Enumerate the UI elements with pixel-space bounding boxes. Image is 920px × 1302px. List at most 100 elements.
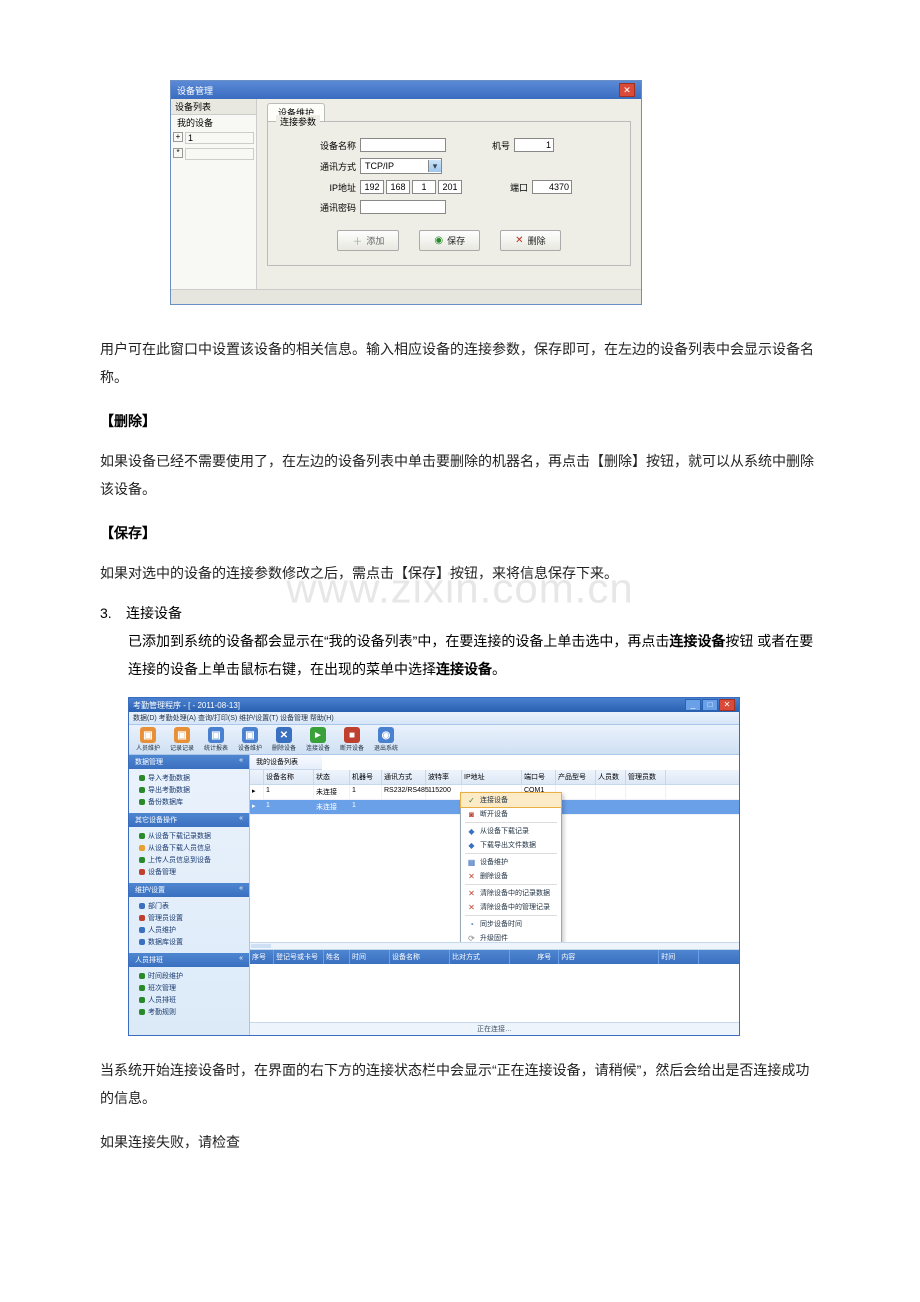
column-header[interactable]: 时间 <box>659 950 699 964</box>
menu-connect-device[interactable]: ✓连接设备 <box>460 792 562 808</box>
sidebar-item-icon <box>139 775 145 781</box>
ip-seg-3[interactable]: 1 <box>412 180 436 194</box>
sidebar-item[interactable]: 人员排班 <box>139 994 243 1006</box>
menu-delete-device[interactable]: ✕删除设备 <box>461 869 561 883</box>
menu-sync-time[interactable]: ◔同步设备时间 <box>461 917 561 931</box>
sidebar-item-label: 考勤规则 <box>148 1007 176 1017</box>
sidebar-item[interactable]: 时间段维护 <box>139 970 243 982</box>
column-header[interactable]: 时间 <box>350 950 390 964</box>
chevron-down-icon: ▾ <box>428 160 441 172</box>
sidebar-header[interactable]: 数据管理« <box>129 755 249 769</box>
menu-upgrade[interactable]: ⟳升级固件 <box>461 931 561 942</box>
sidebar-item[interactable]: 从设备下载人员信息 <box>139 842 243 854</box>
column-header[interactable]: 端口号 <box>522 770 556 784</box>
delete-button[interactable]: ✕ 删除 <box>500 230 560 251</box>
tab-my-devices[interactable]: 我的设备列表 <box>250 755 322 770</box>
list-body: 已添加到系统的设备都会显示在“我的设备列表”中，在要连接的设备上单击选中，再点击… <box>128 627 820 683</box>
sidebar-header[interactable]: 维护/设置« <box>129 883 249 897</box>
menu-clear-records[interactable]: ✕清除设备中的记录数据 <box>461 886 561 900</box>
column-header[interactable]: 机器号 <box>350 770 382 784</box>
menu-device-maintain[interactable]: ▦设备维护 <box>461 855 561 869</box>
download-icon: ◆ <box>467 827 476 836</box>
menu-label: 同步设备时间 <box>480 919 522 929</box>
toolbar-item[interactable]: ✕删除设备 <box>269 727 299 752</box>
add-button[interactable]: ＋ 添加 <box>337 230 399 251</box>
toolbar-item[interactable]: ►连接设备 <box>303 727 333 752</box>
sidebar-header[interactable]: 其它设备操作« <box>129 813 249 827</box>
sidebar-item[interactable]: 备份数据库 <box>139 796 243 808</box>
sidebar-item[interactable]: 班次管理 <box>139 982 243 994</box>
ip-seg-2[interactable]: 168 <box>386 180 410 194</box>
machine-no-label: 机号 <box>486 139 514 152</box>
column-header[interactable]: 比对方式 <box>450 950 510 964</box>
device-name-input[interactable] <box>360 138 446 152</box>
toolbar-label: 人员维护 <box>136 743 160 752</box>
sidebar-item[interactable]: 管理员设置 <box>139 912 243 924</box>
ip-seg-4[interactable]: 201 <box>438 180 462 194</box>
toolbar-item[interactable]: ▣人员维护 <box>133 727 163 752</box>
sidebar-item[interactable]: 导出考勤数据 <box>139 784 243 796</box>
menu-clear-mgr[interactable]: ✕清除设备中的管理记录 <box>461 900 561 914</box>
maximize-icon[interactable]: □ <box>702 699 718 711</box>
menu-disconnect-device[interactable]: ◙断开设备 <box>461 807 561 821</box>
tree-expand-icon[interactable]: + <box>173 132 183 142</box>
column-header[interactable]: 波特率 <box>426 770 462 784</box>
sidebar-item-label: 从设备下载人员信息 <box>148 843 211 853</box>
save-button[interactable]: ◉ 保存 <box>419 230 480 251</box>
column-header[interactable]: 管理员数 <box>626 770 666 784</box>
column-header[interactable]: 设备名称 <box>390 950 450 964</box>
minimize-icon[interactable]: _ <box>685 699 701 711</box>
tree-row[interactable]: 1 <box>185 132 254 144</box>
comm-mode-value: TCP/IP <box>361 161 398 171</box>
menu-download-records[interactable]: ◆从设备下载记录 <box>461 824 561 838</box>
sidebar-item[interactable]: 上传人员信息到设备 <box>139 854 243 866</box>
device-tree-root[interactable]: 我的设备 <box>171 115 256 130</box>
column-header[interactable]: 内容 <box>559 950 659 964</box>
sidebar-item[interactable]: 导入考勤数据 <box>139 772 243 784</box>
column-header[interactable]: 人员数 <box>596 770 626 784</box>
column-header[interactable]: 序号 <box>250 950 274 964</box>
column-header[interactable]: 产品型号 <box>556 770 596 784</box>
machine-no-input[interactable]: 1 <box>514 138 554 152</box>
toolbar-item[interactable]: ▣设备维护 <box>235 727 265 752</box>
toolbar-item[interactable]: ◉退出系统 <box>371 727 401 752</box>
sidebar-item[interactable]: 从设备下载记录数据 <box>139 830 243 842</box>
sidebar-item[interactable]: 数据库设置 <box>139 936 243 948</box>
column-header[interactable]: 姓名 <box>324 950 350 964</box>
tree-expand-icon[interactable]: * <box>173 148 183 158</box>
sidebar-header[interactable]: 人员排班« <box>129 953 249 967</box>
sidebar-item[interactable]: 部门表 <box>139 900 243 912</box>
column-header[interactable]: IP地址 <box>462 770 522 784</box>
column-header[interactable] <box>250 770 264 784</box>
scrollbar-track[interactable] <box>250 942 739 949</box>
add-button-label: 添加 <box>366 234 384 247</box>
column-header[interactable]: 设备名称 <box>264 770 314 784</box>
sidebar-item[interactable]: 考勤规则 <box>139 1006 243 1018</box>
menu-label: 下载导出文件数据 <box>480 840 536 850</box>
column-header[interactable]: 状态 <box>314 770 350 784</box>
close-icon[interactable]: ✕ <box>719 699 735 711</box>
port-input[interactable]: 4370 <box>532 180 572 194</box>
toolbar-item[interactable]: ▣统计报表 <box>201 727 231 752</box>
comm-pwd-input[interactable] <box>360 200 446 214</box>
column-header[interactable]: 序号 <box>535 950 559 964</box>
tree-row-empty[interactable] <box>185 148 254 160</box>
sidebar-item[interactable]: 人员维护 <box>139 924 243 936</box>
scrollbar-thumb[interactable] <box>251 944 271 948</box>
column-header[interactable]: 登记号或卡号 <box>274 950 324 964</box>
sidebar-item-label: 设备管理 <box>148 867 176 877</box>
close-icon[interactable]: ✕ <box>619 83 635 97</box>
sidebar-item[interactable]: 设备管理 <box>139 866 243 878</box>
table-cell: 115200 <box>426 785 462 799</box>
menu-download-file[interactable]: ◆下载导出文件数据 <box>461 838 561 852</box>
table-cell <box>596 800 626 814</box>
comm-mode-select[interactable]: TCP/IP ▾ <box>360 158 442 174</box>
sidebar-item-icon <box>139 973 145 979</box>
column-header[interactable]: 通讯方式 <box>382 770 426 784</box>
ip-seg-1[interactable]: 192 <box>360 180 384 194</box>
toolbar-item[interactable]: ■断开设备 <box>337 727 367 752</box>
menubar[interactable]: 数据(D) 考勤处理(A) 查询/打印(S) 维护/设置(T) 设备管理 帮助(… <box>129 712 739 725</box>
toolbar-item[interactable]: ▣记录记录 <box>167 727 197 752</box>
paragraph: 当系统开始连接设备时，在界面的右下方的连接状态栏中会显示“正在连接设备，请稍候”… <box>100 1056 820 1112</box>
main-panel: 我的设备列表 设备名称状态机器号通讯方式波特率IP地址端口号产品型号人员数管理员… <box>250 755 739 1035</box>
